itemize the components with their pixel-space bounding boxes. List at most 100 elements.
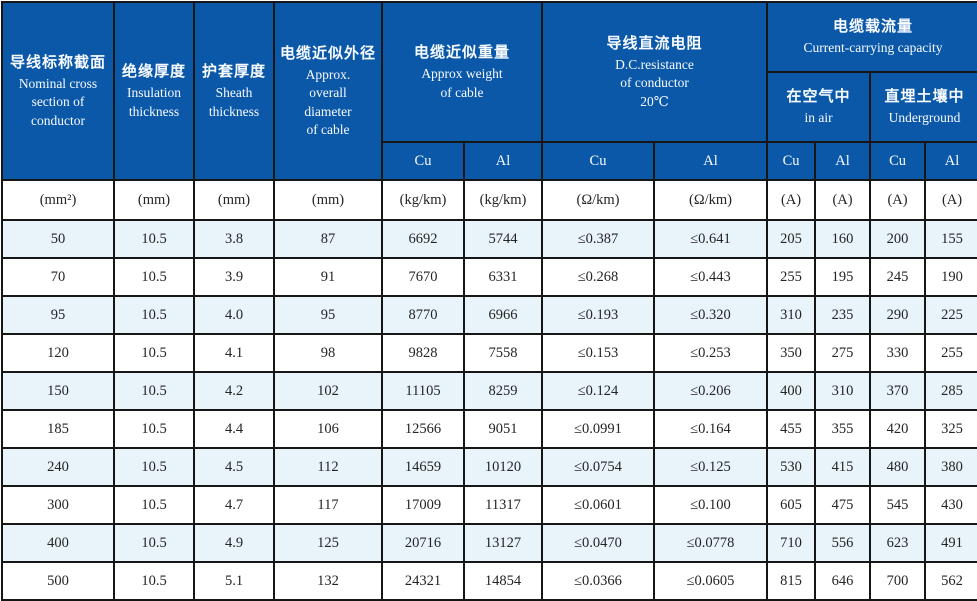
table-cell: 70 — [1, 257, 115, 297]
table-cell: 160 — [814, 219, 872, 259]
subheader-underground-al: Al — [924, 141, 977, 181]
table-cell: 50 — [1, 219, 115, 259]
table-cell: 556 — [814, 523, 872, 563]
table-cell: 562 — [924, 561, 977, 601]
table-cell: 11105 — [381, 371, 465, 411]
unit-cell: (mm) — [193, 179, 275, 221]
table-row: 95 10.5 4.0 95 8770 6966 ≤0.193 ≤0.320 310 235 290… — [1, 295, 977, 335]
header-row-1: 导线标称截面 Nominal cross section of conducto… — [1, 1, 977, 181]
table-cell: 102 — [273, 371, 383, 411]
subheader-air-al: Al — [814, 141, 872, 181]
table-cell: 10.5 — [113, 257, 195, 297]
subheader-air-cu: Cu — [766, 141, 817, 181]
table-cell: 17009 — [381, 485, 465, 525]
table-cell: 240 — [1, 447, 115, 487]
table-cell: 95 — [273, 295, 383, 335]
table-cell: 350 — [766, 333, 817, 373]
table-cell: 3.8 — [193, 219, 275, 259]
table-cell: 10.5 — [113, 295, 195, 335]
table-cell: 700 — [869, 561, 927, 601]
table-cell: ≤0.153 — [541, 333, 656, 373]
table-cell: 400 — [1, 523, 115, 563]
header-en-dc-resistance: D.C.resistance of conductor 20℃ — [615, 57, 694, 109]
header-row-2: 在空气中 in air 直埋土壤中 Underground — [2, 71, 977, 143]
col-header-approx-weight: 电缆近似重量 Approx weight of cable — [380, 1, 544, 143]
table-cell: ≤0.320 — [653, 295, 769, 335]
table-cell: 10.5 — [113, 447, 195, 487]
table-cell: ≤0.193 — [541, 295, 656, 335]
table-cell: 623 — [869, 523, 927, 563]
table-cell: 7558 — [462, 333, 544, 373]
table-cell: 285 — [924, 371, 977, 411]
table-cell: 255 — [924, 333, 977, 373]
table-cell: 310 — [814, 371, 872, 411]
header-en-underground: Underground — [888, 110, 961, 126]
unit-cell: (A) — [924, 179, 977, 221]
header-zh-nominal: 导线标称截面 — [9, 53, 106, 72]
table-cell: 95 — [1, 295, 115, 335]
unit-cell: (mm²) — [1, 179, 115, 221]
table-cell: 325 — [924, 409, 977, 449]
table-cell: 4.9 — [193, 523, 275, 563]
header-en-nominal: Nominal cross section of conductor — [18, 76, 98, 128]
table-cell: 500 — [1, 561, 115, 601]
header-zh-weight: 电缆近似重量 — [414, 43, 511, 62]
table-cell: 150 — [1, 371, 115, 411]
table-cell: 12566 — [381, 409, 465, 449]
table-cell: 155 — [924, 219, 977, 259]
table-cell: 10.5 — [113, 219, 195, 259]
table-cell: ≤0.443 — [653, 257, 769, 297]
table-cell: ≤0.387 — [541, 219, 656, 259]
table-cell: 355 — [814, 409, 872, 449]
table-cell: 11317 — [462, 485, 544, 525]
table-cell: 5744 — [462, 219, 544, 259]
table-cell: ≤0.124 — [541, 371, 656, 411]
table-cell: 195 — [814, 257, 872, 297]
table-cell: 125 — [273, 523, 383, 563]
table-cell: 14854 — [462, 561, 544, 601]
table-cell: 415 — [814, 447, 872, 487]
table-cell: ≤0.206 — [653, 371, 769, 411]
unit-cell: (mm) — [113, 179, 195, 221]
unit-cell: (kg/km) — [462, 179, 544, 221]
header-en-diameter: Approx. overall diameter of cable — [304, 67, 352, 137]
subheader-weight-cu: Cu — [381, 141, 465, 181]
unit-cell: (mm) — [273, 179, 383, 221]
unit-cell: (Ω/km) — [541, 179, 656, 221]
table-cell: 310 — [766, 295, 817, 335]
table-cell: 646 — [814, 561, 872, 601]
table-cell: ≤0.125 — [653, 447, 769, 487]
table-cell: 5.1 — [193, 561, 275, 601]
table-row: 300 10.5 4.7 117 17009 11317 ≤0.0601 ≤0.100 605 4… — [1, 485, 977, 525]
table-cell: 430 — [924, 485, 977, 525]
table-cell: 10.5 — [113, 485, 195, 525]
table-cell: ≤0.0366 — [541, 561, 656, 601]
table-row: 500 10.5 5.1 132 24321 14854 ≤0.0366 ≤0.0605 815… — [1, 561, 977, 601]
table-cell: 8259 — [462, 371, 544, 411]
table-cell: 245 — [869, 257, 927, 297]
header-zh-in-air: 在空气中 — [786, 87, 851, 106]
table-cell: ≤0.253 — [653, 333, 769, 373]
table-cell: 10.5 — [113, 409, 195, 449]
subheader-dc-al: Al — [653, 141, 769, 181]
col-header-overall-diameter: 电缆近似外径 Approx. overall diameter of cable — [273, 1, 383, 181]
table-cell: 290 — [869, 295, 927, 335]
col-header-sheath-thickness: 护套厚度 Sheath thickness — [193, 1, 275, 181]
subheader-underground-cu: Cu — [869, 141, 927, 181]
table-cell: 10120 — [462, 447, 544, 487]
table-cell: 10.5 — [113, 523, 195, 563]
header-zh-insulation: 绝缘厚度 — [121, 62, 186, 81]
col-header-underground: 直埋土壤中 Underground — [869, 71, 977, 143]
table-cell: ≤0.641 — [653, 219, 769, 259]
unit-cell: (kg/km) — [381, 179, 465, 221]
table-cell: 106 — [273, 409, 383, 449]
table-cell: 9828 — [381, 333, 465, 373]
table-cell: 185 — [1, 409, 115, 449]
header-zh-sheath: 护套厚度 — [201, 62, 266, 81]
header-zh-capacity: 电缆载流量 — [833, 17, 914, 36]
table-cell: ≤0.0605 — [653, 561, 769, 601]
header-zh-diameter: 电缆近似外径 — [279, 44, 376, 63]
table-cell: ≤0.0601 — [541, 485, 656, 525]
table-cell: 20716 — [381, 523, 465, 563]
